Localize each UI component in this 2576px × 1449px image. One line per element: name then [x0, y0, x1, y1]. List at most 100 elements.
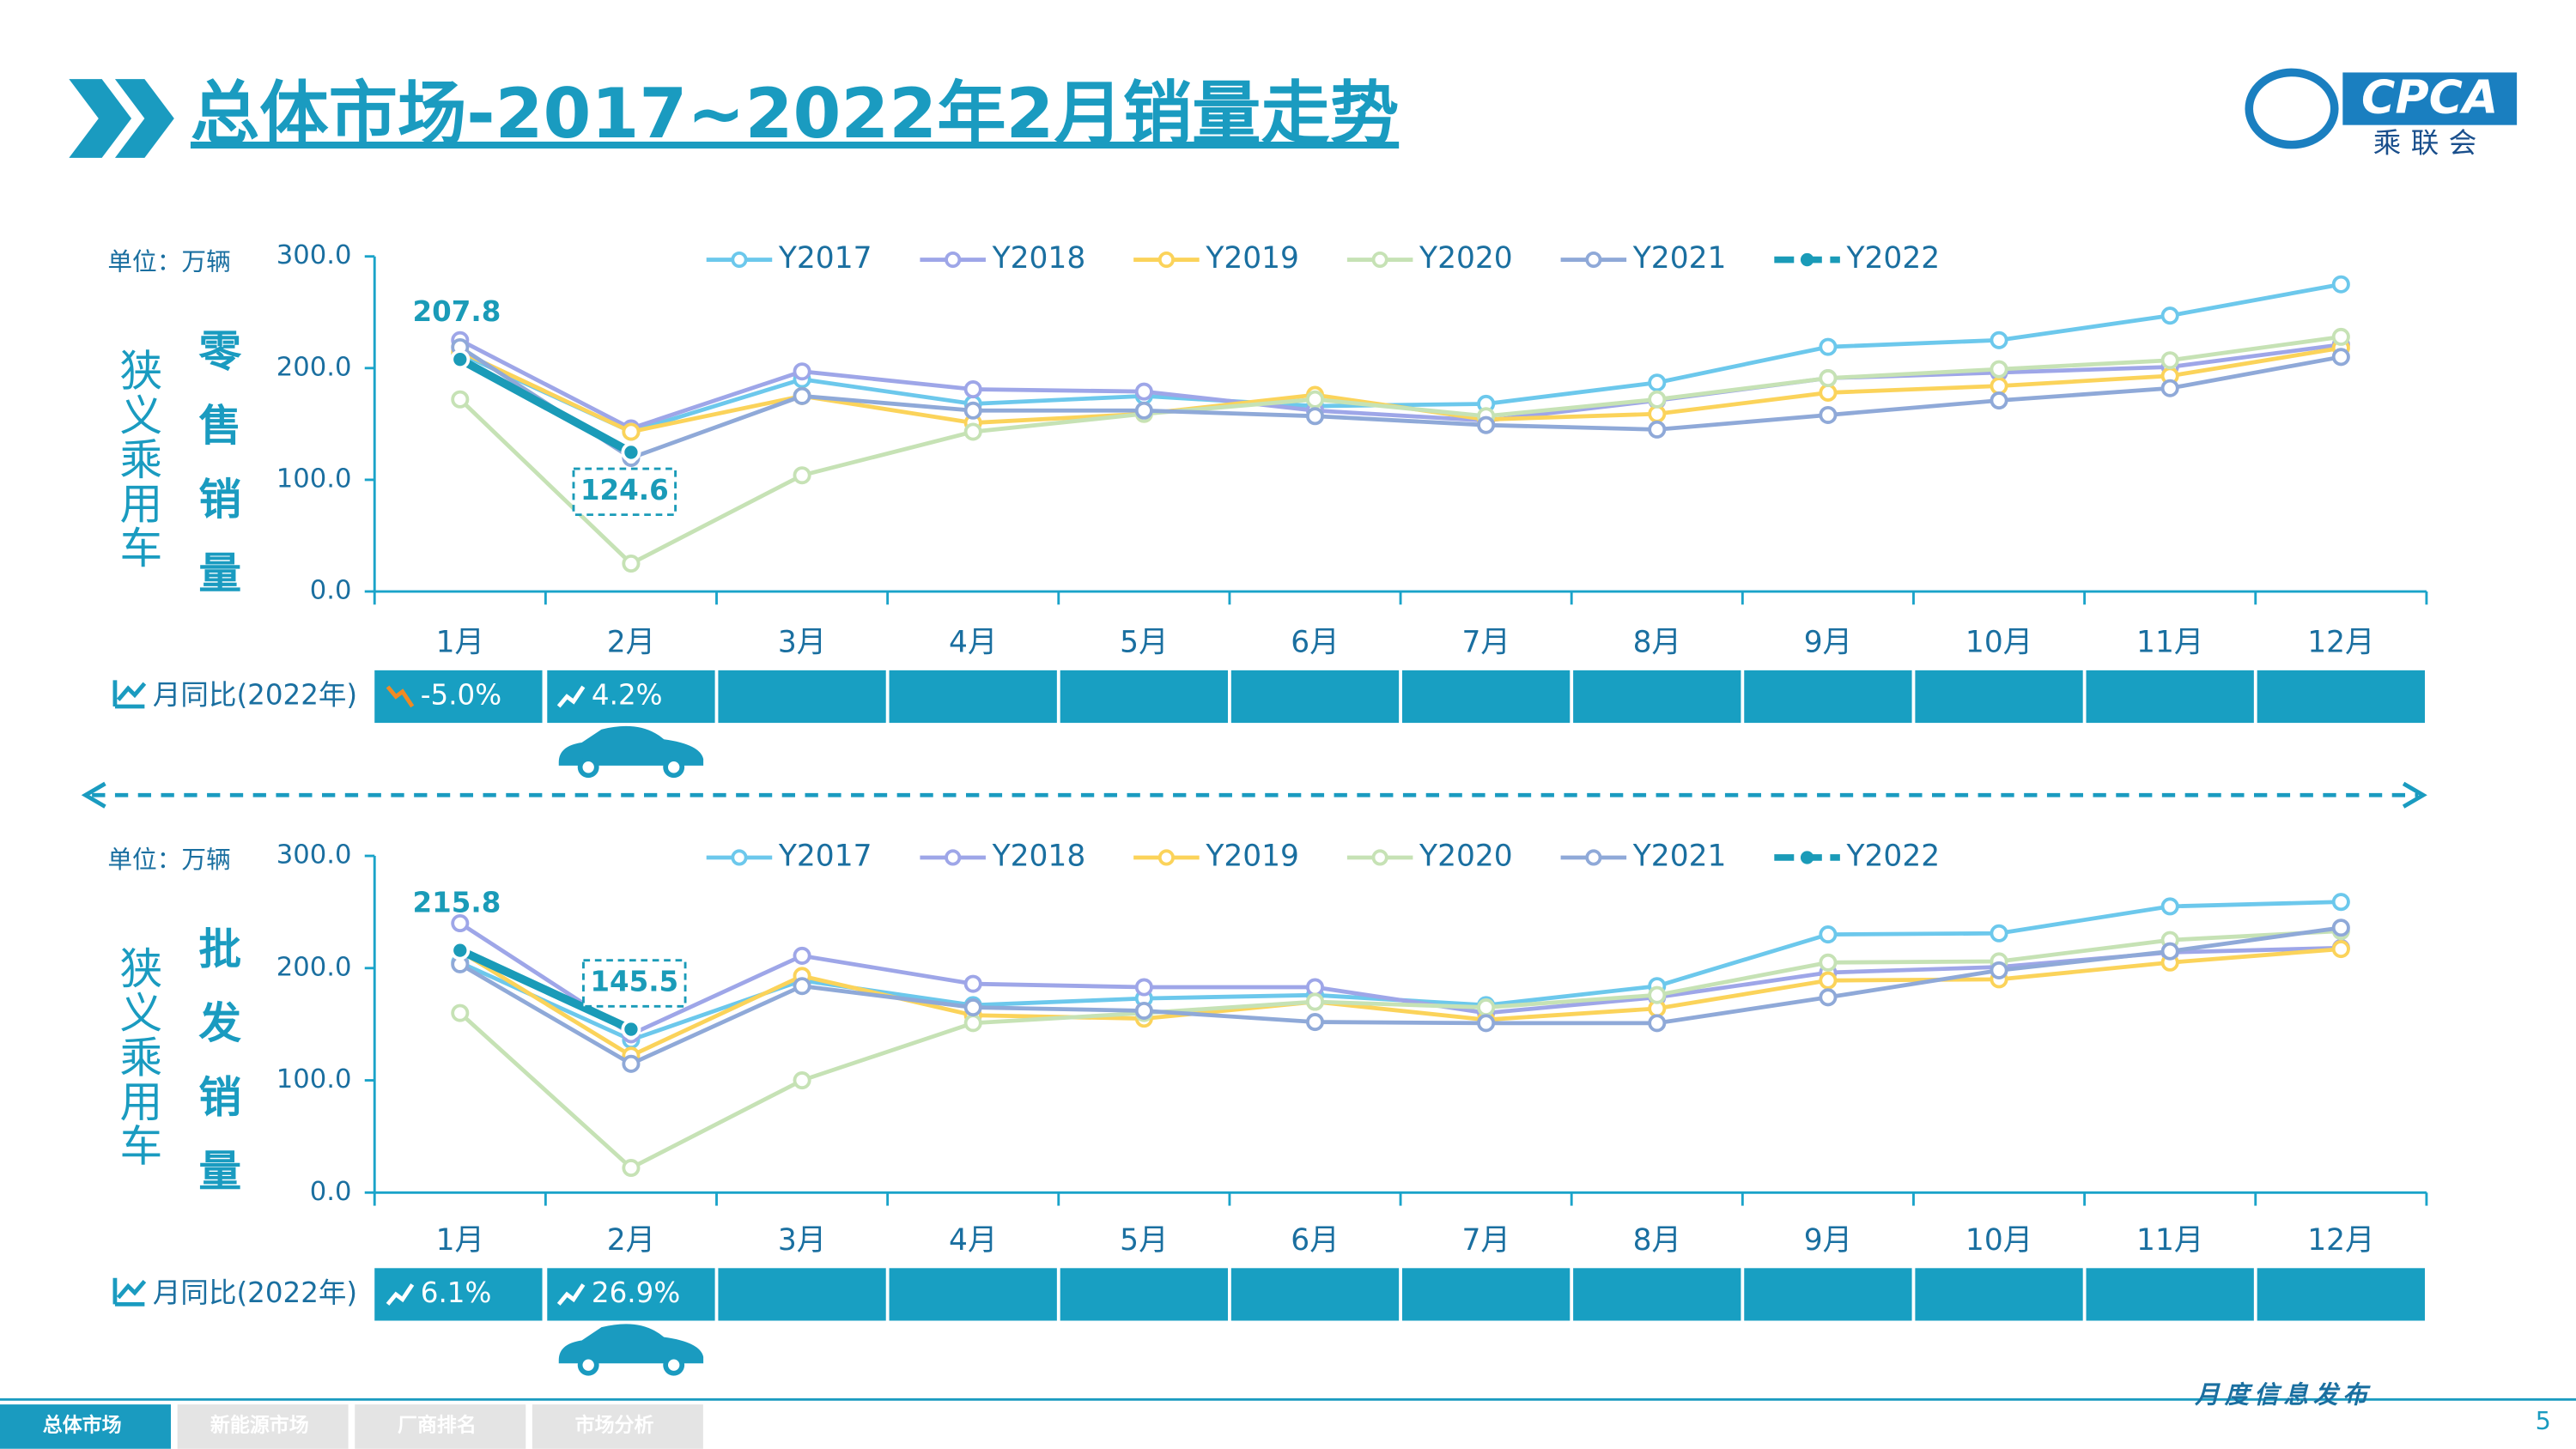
legend-marker: [945, 251, 962, 269]
series-point: [793, 466, 811, 485]
value-label-box: [572, 467, 677, 517]
footer-tab: [355, 1404, 526, 1449]
yoy-cell: [374, 1268, 543, 1321]
yoy-cell: [1573, 1268, 1741, 1321]
car-wheel: [577, 1354, 599, 1376]
series-point: [1648, 1014, 1667, 1033]
x-tick-label: 10月: [1965, 626, 2032, 660]
series-point: [1990, 330, 2008, 349]
series-point: [1305, 1013, 1325, 1032]
legend-marker: [1157, 251, 1175, 269]
y-tick-label: 0.0: [310, 1177, 352, 1207]
x-tick-label: 10月: [1965, 1223, 2032, 1258]
x-tick-label: 5月: [1120, 626, 1168, 660]
series-point: [1990, 961, 2008, 979]
series-point: [451, 390, 470, 409]
x-tick-label: 6月: [1291, 1223, 1339, 1258]
legend-marker: [1371, 251, 1388, 269]
series-point: [793, 946, 811, 965]
series-point: [1134, 978, 1153, 997]
legend-marker: [1157, 849, 1175, 866]
footer-tab: [177, 1404, 349, 1449]
logo-mark: [2245, 68, 2339, 149]
yoy-cell: [1230, 670, 1400, 724]
series-point: [1819, 405, 1838, 424]
series-point: [793, 1071, 811, 1090]
y-tick-label: 300.0: [276, 840, 352, 870]
yoy-cell: [889, 670, 1057, 724]
value-label: 215.8: [413, 887, 501, 919]
series-point: [2331, 348, 2350, 367]
series-point: [1819, 925, 1838, 944]
footer-tab: [0, 1404, 171, 1449]
x-tick-label: 8月: [1633, 1223, 1681, 1258]
series-point: [963, 380, 982, 399]
separator-arrows: [81, 781, 2427, 809]
legend-label: Y2021: [1632, 241, 1727, 276]
series-point: [2160, 379, 2179, 397]
x-tick-label: 1月: [436, 1223, 484, 1258]
yoy-trend: [556, 685, 586, 708]
series-point: [1305, 978, 1325, 997]
car-wheel: [663, 1354, 685, 1376]
series-point: [1305, 407, 1325, 426]
series-point: [622, 1054, 641, 1073]
x-tick-label: 7月: [1461, 626, 1510, 660]
series-point: [451, 913, 470, 933]
value-label: 207.8: [413, 295, 501, 328]
x-tick-label: 12月: [2307, 1223, 2374, 1258]
series-point: [793, 386, 811, 405]
legend-label: Y2019: [1205, 241, 1299, 276]
x-tick-label: 2月: [607, 626, 655, 660]
y-tick-label: 0.0: [310, 576, 352, 606]
yoy-value: 4.2%: [592, 678, 663, 711]
series-point: [963, 974, 982, 993]
x-tick-label: 8月: [1633, 626, 1681, 660]
footer-tab-label: 总体市场: [43, 1413, 122, 1436]
series-line: [459, 338, 2342, 431]
yoy-cell: [889, 1268, 1057, 1321]
series-point: [1819, 953, 1838, 972]
series-point: [2331, 919, 2350, 937]
series-point: [1134, 401, 1153, 420]
series-point: [963, 998, 982, 1017]
car-icon: [558, 725, 704, 766]
logo-text: CPCA: [2361, 70, 2498, 124]
legend-marker: [1800, 252, 1814, 267]
legend-marker: [731, 251, 748, 269]
x-tick-label: 11月: [2136, 626, 2203, 660]
series-point: [1477, 415, 1496, 434]
value-label-box: [582, 959, 687, 1008]
yoy-cell: [718, 1268, 886, 1321]
series-point: [1648, 404, 1667, 423]
series-point: [1477, 998, 1496, 1017]
legend-marker: [1585, 251, 1602, 269]
yoy-cell: [1744, 670, 1912, 724]
series-point: [621, 1019, 641, 1040]
series-line: [459, 929, 2342, 1171]
legend-label: Y2020: [1419, 839, 1513, 873]
series-point: [1819, 337, 1838, 356]
footer-tab-label: 新能源市场: [210, 1413, 309, 1436]
series-point: [621, 442, 641, 463]
series-point: [1990, 377, 2008, 396]
yoy-icon: [112, 680, 147, 709]
x-tick-label: 2月: [607, 1223, 655, 1258]
logo-box: [2342, 72, 2518, 125]
series-point: [622, 422, 641, 441]
legend-marker: [1585, 849, 1602, 866]
x-tick-label: 7月: [1461, 1223, 1510, 1258]
yoy-label: 月同比(2022年): [153, 1276, 357, 1309]
legend-label: Y2022: [1846, 241, 1941, 276]
series-line: [459, 282, 2342, 434]
legend-label: Y2019: [1205, 839, 1299, 873]
x-tick-label: 5月: [1120, 1223, 1168, 1258]
series-point: [1477, 1014, 1496, 1033]
legend-marker: [1800, 851, 1814, 864]
legend-label: Y2017: [778, 839, 872, 873]
yoy-value: 26.9%: [592, 1276, 680, 1309]
y-tick-label: 300.0: [276, 240, 352, 270]
